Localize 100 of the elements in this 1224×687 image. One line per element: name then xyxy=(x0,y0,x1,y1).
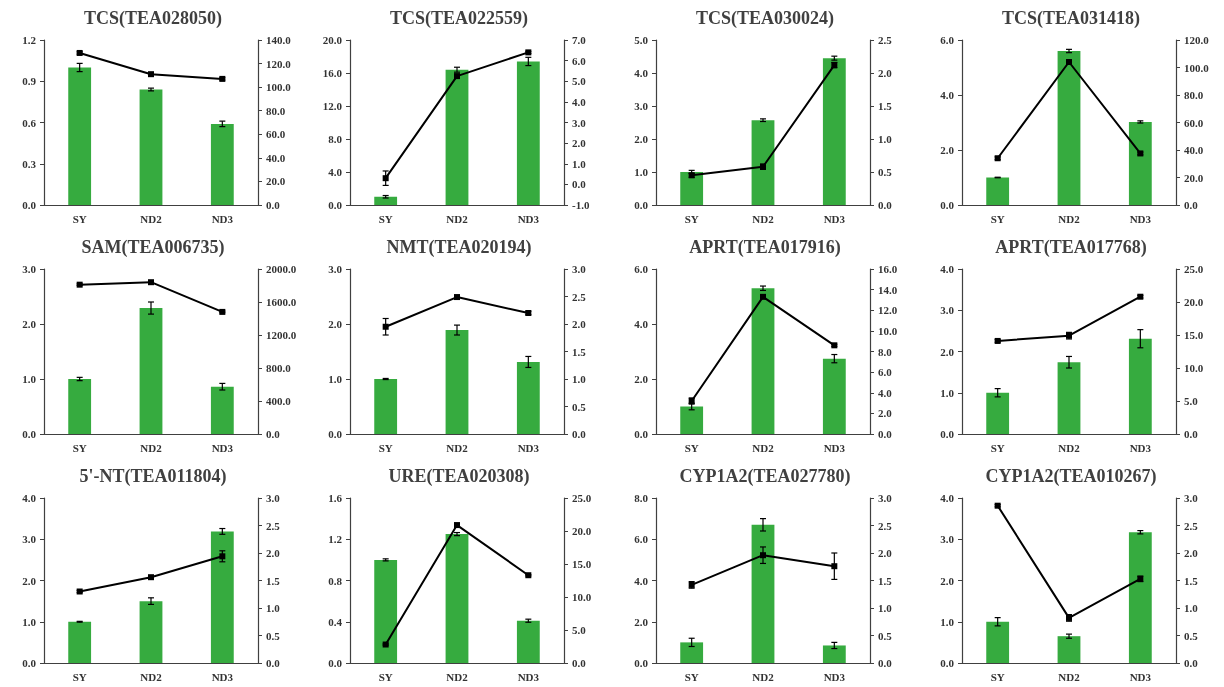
bar xyxy=(1057,636,1081,663)
y2-tick-label: 25.0 xyxy=(572,492,592,504)
y-tick-label: 0.3 xyxy=(22,157,37,170)
y-tick-label: 3.0 xyxy=(22,263,37,275)
x-tick-label: ND2 xyxy=(752,670,775,683)
y2-tick-label: 20.0 xyxy=(266,175,286,188)
y-tick-label: 0.4 xyxy=(328,615,343,628)
x-tick-label: SY xyxy=(72,441,87,454)
y-tick-label: 1.0 xyxy=(22,373,37,385)
y2-tick-label: 2.5 xyxy=(878,519,893,532)
x-tick-label: ND2 xyxy=(1058,670,1081,683)
y-tick-label: 0.0 xyxy=(22,199,37,211)
y-tick-label: 6.0 xyxy=(634,263,649,275)
y-tick-label: 8.0 xyxy=(328,133,343,145)
y2-tick-label: 1200.0 xyxy=(266,329,297,341)
bar xyxy=(139,308,163,434)
x-tick-label: SY xyxy=(72,212,87,225)
y2-tick-label: 6.0 xyxy=(878,366,893,379)
y-tick-label: 4.0 xyxy=(940,89,955,101)
y-tick-label: 0.0 xyxy=(940,657,955,669)
y2-tick-label: 0.5 xyxy=(878,166,893,178)
bar xyxy=(680,406,704,434)
y2-tick-label: 800.0 xyxy=(266,362,292,374)
bar xyxy=(751,120,775,205)
x-tick-label: ND3 xyxy=(211,441,234,454)
y-tick-label: 0.0 xyxy=(634,428,649,440)
bar xyxy=(374,379,398,434)
y-tick-label: 2.0 xyxy=(22,574,37,587)
bar xyxy=(986,177,1010,205)
y2-tick-label: 10.0 xyxy=(878,324,898,337)
y2-tick-label: 1.0 xyxy=(572,157,587,170)
x-tick-label: SY xyxy=(990,441,1005,454)
y-tick-label: 3.0 xyxy=(940,533,955,546)
x-tick-label: ND3 xyxy=(1129,441,1152,454)
x-tick-label: ND3 xyxy=(211,212,234,225)
x-tick-label: SY xyxy=(684,212,699,225)
y2-tick-label: 5.0 xyxy=(572,624,587,636)
y2-tick-label: 140.0 xyxy=(266,34,292,46)
y2-tick-label: 2000.0 xyxy=(266,263,297,275)
y-tick-label: 16.0 xyxy=(322,67,343,79)
y-tick-label: 4.0 xyxy=(634,318,649,330)
y2-tick-label: 60.0 xyxy=(1184,116,1204,129)
y2-tick-label: 6.0 xyxy=(572,54,587,67)
y-tick-label: 3.0 xyxy=(328,263,343,275)
chart-title: CYP1A2(TEA010267) xyxy=(985,466,1157,487)
chart-title: TCS(TEA022559) xyxy=(389,8,529,29)
y-tick-label: 0.6 xyxy=(22,116,37,129)
x-tick-label: ND3 xyxy=(1129,212,1152,225)
x-tick-label: ND2 xyxy=(446,441,469,454)
y2-tick-label: 8.0 xyxy=(878,345,893,358)
y-tick-label: 0.0 xyxy=(328,428,343,440)
chart-title: APRT(TEA017768) xyxy=(995,237,1147,258)
y2-tick-label: 2.5 xyxy=(878,34,893,46)
bar xyxy=(1128,532,1152,663)
x-tick-label: ND3 xyxy=(823,441,846,454)
bar xyxy=(210,123,234,205)
x-tick-label: ND2 xyxy=(1058,441,1081,454)
y2-tick-label: 80.0 xyxy=(1184,89,1204,101)
y2-tick-label: 14.0 xyxy=(878,283,898,296)
x-tick-label: ND3 xyxy=(517,212,540,225)
y-tick-label: 0.0 xyxy=(328,657,343,669)
y2-tick-label: 1.0 xyxy=(1184,602,1199,614)
bar xyxy=(822,645,846,663)
y-tick-label: 1.0 xyxy=(328,373,343,385)
chart-title: NMT(TEA020194) xyxy=(386,237,532,258)
y2-tick-label: 4.0 xyxy=(572,95,587,108)
y2-tick-label: 120.0 xyxy=(1184,34,1210,46)
bar xyxy=(516,361,540,434)
bar xyxy=(751,524,775,663)
y2-tick-label: 2.0 xyxy=(878,67,893,79)
y2-tick-label: 100.0 xyxy=(266,81,292,94)
x-tick-label: ND2 xyxy=(140,670,163,683)
y2-tick-label: 1.0 xyxy=(266,602,281,614)
y2-tick-label: 0.5 xyxy=(572,400,587,413)
x-tick-label: ND2 xyxy=(446,212,469,225)
y2-tick-label: 10.0 xyxy=(1184,362,1204,374)
y-tick-label: 0.0 xyxy=(634,657,649,669)
point xyxy=(382,175,389,182)
y2-tick-label: 2.0 xyxy=(572,318,587,330)
y2-tick-label: 0.0 xyxy=(878,428,893,440)
chart-title: CYP1A2(TEA027780) xyxy=(679,466,851,487)
y2-tick-label: 0.0 xyxy=(1184,199,1199,211)
x-tick-label: ND2 xyxy=(1058,212,1081,225)
y2-tick-label: 25.0 xyxy=(1184,263,1204,275)
bar xyxy=(139,89,163,205)
bar xyxy=(822,58,846,205)
y-tick-label: 1.0 xyxy=(940,386,955,399)
bar xyxy=(68,621,92,663)
y-tick-label: 0.9 xyxy=(22,75,37,88)
x-tick-label: SY xyxy=(684,441,699,454)
y2-tick-label: 2.0 xyxy=(572,137,587,150)
y-tick-label: 4.0 xyxy=(634,574,649,587)
bar xyxy=(445,534,469,663)
chart-title: APRT(TEA017916) xyxy=(689,237,841,258)
bar xyxy=(374,196,398,205)
y2-tick-label: 0.0 xyxy=(878,199,893,211)
y2-tick-label: 10.0 xyxy=(572,591,592,603)
y-tick-label: 3.0 xyxy=(940,304,955,317)
y-tick-label: 0.0 xyxy=(940,428,955,440)
x-tick-label: SY xyxy=(72,670,87,683)
